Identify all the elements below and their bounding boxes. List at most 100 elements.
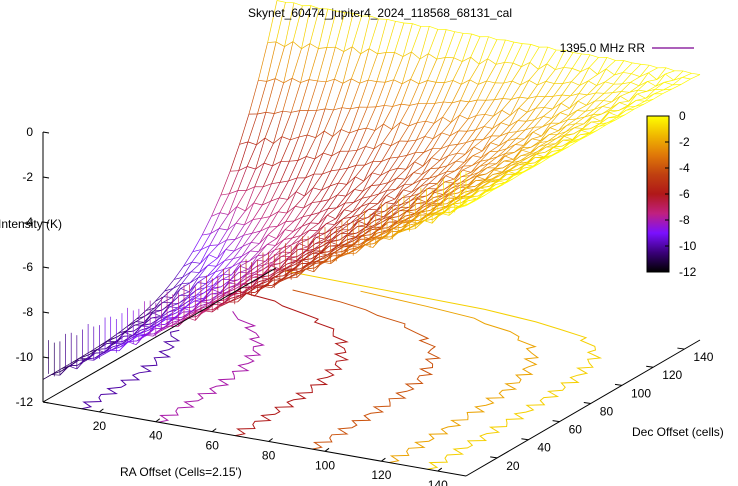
surface-line: [364, 148, 375, 166]
surface-line: [614, 72, 624, 76]
surface-line: [477, 58, 488, 85]
surface-line: [296, 251, 307, 261]
surface-line: [269, 197, 280, 217]
surface-line: [595, 81, 606, 94]
surface-line: [262, 200, 271, 206]
surface-line: [285, 1, 294, 4]
surface-line: [423, 218, 434, 221]
surface-line: [265, 78, 276, 113]
surface-line: [490, 135, 501, 143]
surface-line: [244, 202, 255, 225]
surface-line: [323, 252, 334, 263]
surface-line: [498, 140, 508, 146]
y-tick: [646, 365, 654, 368]
surface-line: [434, 192, 444, 195]
surface-line: [230, 265, 241, 280]
surface-line: [205, 271, 216, 284]
surface-line: [289, 160, 298, 162]
surface-line: [236, 278, 246, 287]
surface-line: [244, 219, 254, 226]
surface-line: [293, 226, 303, 232]
surface-line: [332, 107, 343, 137]
surface-line: [200, 254, 210, 264]
surface-line: [317, 215, 328, 231]
surface-line: [344, 209, 353, 213]
surface-line: [300, 79, 310, 83]
surface-line: [576, 116, 585, 120]
surface-line: [356, 146, 366, 151]
surface-line: [529, 146, 539, 156]
surface-line: [388, 156, 399, 172]
surface-line: [492, 171, 503, 175]
surface-line: [349, 218, 360, 231]
surface-line: [410, 193, 420, 197]
surface-line: [366, 211, 377, 225]
surface-line: [305, 173, 315, 179]
surface-line: [266, 238, 277, 245]
surface-line: [472, 155, 482, 158]
surface-line: [322, 261, 331, 265]
surface-line: [460, 57, 472, 85]
surface-line: [365, 130, 376, 147]
surface-line: [589, 123, 600, 134]
surface-line: [118, 341, 129, 352]
surface-line: [682, 77, 691, 80]
surface-line: [440, 212, 451, 214]
surface-line: [328, 194, 338, 200]
surface-line: [239, 141, 249, 145]
surface-line: [362, 185, 372, 192]
surface-line: [341, 244, 352, 256]
surface-line: [319, 199, 330, 213]
surface-line: [431, 148, 442, 158]
surface-line: [163, 288, 174, 297]
surface-line: [343, 13, 354, 52]
surface-line: [335, 243, 346, 249]
surface-line: [250, 250, 259, 252]
surface-line: [543, 95, 554, 108]
surface-line: [347, 226, 358, 235]
surface-line: [305, 268, 314, 273]
surface-line: [279, 197, 288, 200]
surface-line: [416, 136, 425, 141]
surface-line: [400, 79, 411, 105]
surface-line: [207, 265, 217, 267]
surface-line: [355, 244, 366, 254]
surface-line: [531, 162, 542, 169]
surface-line: [375, 202, 386, 213]
surface-line: [503, 178, 513, 185]
surface-line: [393, 189, 404, 204]
surface-line: [331, 129, 342, 156]
surface-line: [166, 312, 177, 318]
surface-line: [493, 109, 503, 117]
surface-line: [321, 185, 331, 191]
x-tick-label: 100: [315, 458, 335, 472]
surface-line: [527, 107, 536, 113]
surface-line: [315, 130, 325, 138]
surface-line: [312, 187, 322, 191]
surface-line: [228, 206, 238, 215]
surface-line: [473, 139, 484, 148]
surface-line: [189, 277, 199, 284]
surface-line: [336, 202, 346, 209]
surface-line: [262, 165, 273, 187]
surface-line: [313, 152, 324, 175]
surface-line: [299, 79, 310, 111]
surface-line: [443, 80, 454, 103]
surface-line: [173, 266, 184, 280]
surface-line: [655, 73, 666, 87]
surface-line: [275, 78, 284, 84]
contour-line: [284, 270, 603, 470]
surface-line: [351, 15, 362, 47]
surface-line: [506, 144, 516, 149]
surface-line: [465, 187, 475, 191]
surface-line: [422, 157, 432, 167]
surface-line: [211, 303, 222, 313]
surface-line: [422, 148, 433, 167]
surface-line: [460, 175, 471, 183]
surface-line: [225, 249, 235, 252]
surface-line: [161, 302, 172, 311]
surface-line: [146, 324, 156, 336]
surface-line: [546, 49, 557, 65]
surface-line: [308, 48, 319, 80]
surface-line: [455, 160, 465, 163]
